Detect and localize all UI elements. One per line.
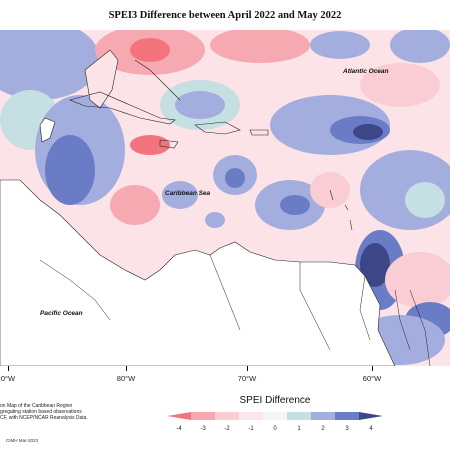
legend-bar: -4 -3 -2 -1 0 1 2 3 4 [167,412,383,432]
legend-tick-label: 4 [369,426,373,432]
lon-label-70w: 70°W [237,374,257,383]
map-title: SPEI3 Difference between April 2022 and … [108,10,342,21]
credit-text: CIMH Mar-2023 [6,438,39,443]
spei-fill-field [0,30,450,365]
legend-tick-label: -3 [200,426,206,432]
legend-swatch [191,412,215,420]
lon-tick [8,366,9,371]
note-line: CF, with NCEP/NCAR Reanalysis Data. [0,415,88,421]
legend-swatch [335,412,359,420]
legend-tick-label: -2 [224,426,230,432]
lon-label-60w: 60°W [362,374,382,383]
lon-tick [126,366,127,371]
atlantic-ocean-label: Atlantic Ocean [342,68,389,75]
pacific-ocean-label: Pacific Ocean [40,310,83,317]
legend-title: SPEI Difference [239,395,311,406]
legend-swatch [215,412,239,420]
legend-swatch [287,412,311,420]
lon-label-80w: 80°W [116,374,136,383]
caribbean-sea-label: Caribbean Sea [165,190,211,197]
lon-tick [247,366,248,371]
legend-tick-label: 2 [321,426,325,432]
country-borders [39,254,431,366]
lon-tick [372,366,373,371]
legend-swatch [167,412,191,420]
legend-swatch [263,412,287,420]
legend-tick-label: 1 [297,426,301,432]
note-line: on Map of the Caribbean Region [0,403,73,409]
color-legend: -4 -3 -2 -1 0 1 2 3 4 [155,410,395,439]
spei-difference-map: Atlantic Ocean Caribbean Sea Pacific Oce… [0,30,450,366]
map-notes: on Map of the Caribbean Region gregating… [0,403,120,421]
island-outlines [69,59,353,231]
legend-swatch [239,412,263,420]
legend-tick-label: 0 [273,426,277,432]
map-canvas: Atlantic Ocean Caribbean Sea Pacific Oce… [0,30,450,366]
legend-swatch [359,412,383,420]
legend-tick-label: 3 [345,426,349,432]
lon-label-0: 0°W [0,374,16,383]
legend-tick-label: -4 [176,426,182,432]
legend-swatch [311,412,335,420]
note-line: gregating station based observations [0,409,82,415]
legend-tick-label: -1 [248,426,254,432]
